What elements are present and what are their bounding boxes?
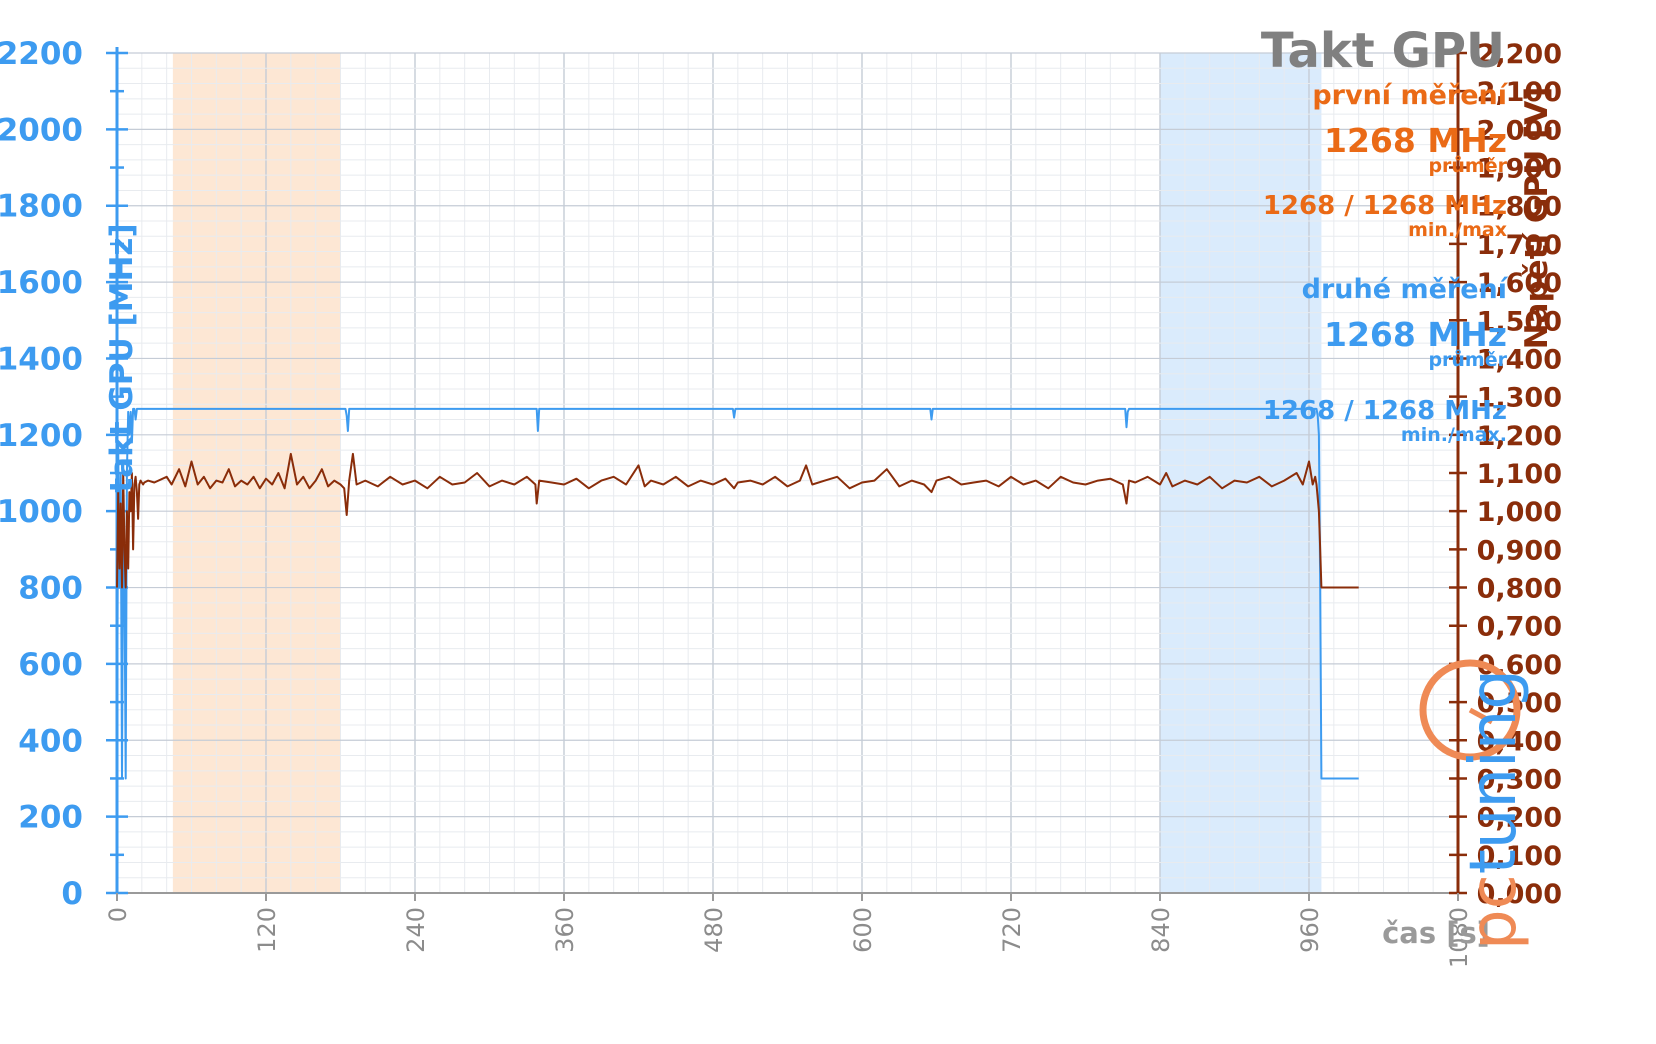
y-left-tick-label: 400 xyxy=(18,723,83,759)
annotation-second-minmax-value: 1268 / 1268 MHz xyxy=(1263,396,1507,426)
x-tick-label: 600 xyxy=(849,907,877,953)
y-left-tick-label: 1200 xyxy=(0,418,83,454)
x-tick-label: 840 xyxy=(1147,907,1175,953)
highlight-band-0 xyxy=(172,53,341,893)
pctuning-logo: pctuning xyxy=(1419,659,1531,950)
y-left-tick-label: 1800 xyxy=(0,189,83,225)
highlight-bands xyxy=(172,53,1322,893)
y-right-tick-label: 2,000 xyxy=(1477,115,1562,146)
y-right-tick-label: 0,300 xyxy=(1477,764,1562,795)
y-left-tick-label: 1000 xyxy=(0,494,83,530)
y-left-tick-label: 800 xyxy=(18,571,83,607)
x-tick-label: 960 xyxy=(1296,907,1324,953)
annotation-second-heading: druhé měření xyxy=(1302,274,1509,305)
annotation-first-avg-label: průměr xyxy=(1428,154,1507,177)
y-right-tick-label: 1,600 xyxy=(1477,268,1562,299)
y-right-tick-label: 1,800 xyxy=(1477,192,1562,223)
x-tick-label: 240 xyxy=(402,907,430,953)
y-left-tick-label: 600 xyxy=(18,647,83,683)
annotation-first-minmax-value: 1268 / 1268 MHz xyxy=(1263,191,1507,221)
y-right-tick-label: 1,300 xyxy=(1477,383,1562,414)
annotation-second-minmax-label: min./max. xyxy=(1401,424,1507,446)
y-left-tick-label: 2200 xyxy=(0,36,83,72)
y-right-tick-label: 2,100 xyxy=(1477,77,1562,108)
y-left-tick-label: 1600 xyxy=(0,265,83,301)
annotation-second-avg-value: 1268 MHz xyxy=(1324,315,1507,354)
y-right-tick-label: 1,700 xyxy=(1477,230,1562,261)
annotation-second-avg-label: průměr xyxy=(1428,348,1507,371)
logo-clock-icon xyxy=(1419,659,1521,761)
x-tick-label: 0 xyxy=(104,907,132,922)
y-right-tick-label: 1,400 xyxy=(1477,344,1562,375)
y-right-tick-label: 0,100 xyxy=(1477,841,1562,872)
y-right-tick-label: 0,000 xyxy=(1477,879,1562,910)
y-right-tick-label: 2,200 xyxy=(1477,39,1562,70)
y-right-tick-label: 1,000 xyxy=(1477,497,1562,528)
annotation-first-minmax-label: min./max xyxy=(1408,219,1507,241)
highlight-band-1 xyxy=(1160,53,1322,893)
x-axis-title: čas [s] xyxy=(1382,916,1490,950)
y-right-tick-label: 1,200 xyxy=(1477,421,1562,452)
y-right-tick-label: 0,700 xyxy=(1477,612,1562,643)
y-left-tick-label: 1400 xyxy=(0,341,83,377)
series-line-voltage xyxy=(116,452,1359,589)
y-axis-right-title: Napětí GPU [V] xyxy=(1519,87,1555,350)
tick-labels: 0200400600800100012001400160018002000220… xyxy=(0,36,1562,968)
annotation-first-avg-value: 1268 MHz xyxy=(1324,121,1507,160)
logo-clock-hand xyxy=(1468,707,1494,725)
y-left-tick-label: 200 xyxy=(18,800,83,836)
y-axis-left-title: takt GPU [MHz] xyxy=(104,223,140,492)
axes xyxy=(106,47,1467,901)
y-right-tick-label: 0,800 xyxy=(1477,574,1562,605)
series-group xyxy=(116,407,1359,780)
x-tick-label: 720 xyxy=(998,907,1026,953)
chart-title: Takt GPU xyxy=(1261,23,1505,79)
y-right-tick-label: 0,200 xyxy=(1477,803,1562,834)
y-right-tick-label: 1,900 xyxy=(1477,154,1562,185)
x-tick-label: 360 xyxy=(551,907,579,953)
y-left-tick-label: 2000 xyxy=(0,112,83,148)
y-right-tick-label: 0,900 xyxy=(1477,535,1562,566)
x-tick-label: 1080 xyxy=(1445,907,1473,968)
annotation-second: druhé měření 1268 MHz průměr 1268 / 1268… xyxy=(1263,274,1509,446)
x-tick-label: 480 xyxy=(700,907,728,953)
y-left-tick-label: 0 xyxy=(61,876,83,912)
annotation-first: první měření 1268 MHz průměr 1268 / 1268… xyxy=(1263,80,1509,241)
series-line-clock xyxy=(116,407,1359,780)
y-right-tick-label: 1,500 xyxy=(1477,306,1562,337)
y-right-tick-label: 1,100 xyxy=(1477,459,1562,490)
annotation-first-heading: první měření xyxy=(1312,80,1508,111)
logo-text: pctuning xyxy=(1457,669,1531,950)
x-tick-label: 120 xyxy=(253,907,281,953)
